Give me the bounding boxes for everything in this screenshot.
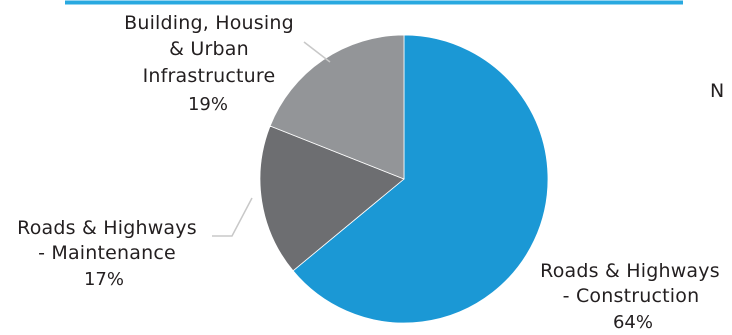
pie-slice-construction (292, 34, 549, 324)
slice-label-building-line-1: Building, Housing (124, 12, 294, 34)
slice-value-maintenance: 17% (84, 269, 124, 290)
slice-value-building: 19% (188, 94, 228, 115)
slice-label-construction-line-1: Roads & Highways (540, 260, 720, 282)
slice-value-construction: 64% (613, 312, 653, 331)
leader-line-building (303, 41, 331, 63)
edge-text-fragment: N (710, 80, 724, 102)
pie-slices (259, 34, 549, 324)
pie-slice-building (269, 34, 405, 180)
slice-label-maintenance-line-2: - Maintenance (38, 242, 176, 264)
slice-label-construction-line-2: - Construction (563, 285, 700, 307)
slice-label-maintenance-line-1: Roads & Highways (17, 217, 197, 239)
leader-line-maintenance (212, 197, 253, 237)
pie-slice-maintenance (259, 125, 405, 272)
slice-label-building-line-3: Infrastructure (143, 65, 276, 87)
leader-lines (212, 41, 331, 237)
slice-label-building-line-2: & Urban (169, 38, 249, 60)
